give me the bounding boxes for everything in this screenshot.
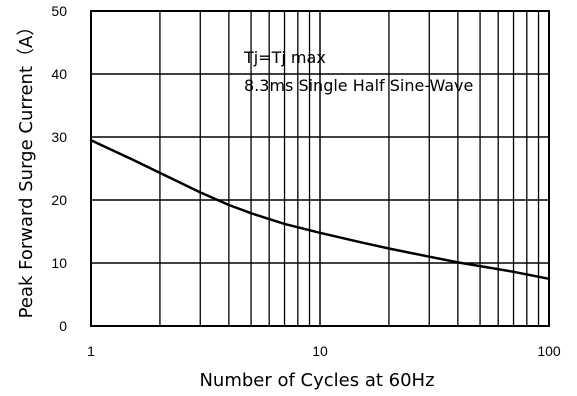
annotation-waveform: 8.3ms Single Half Sine-Wave [244, 76, 473, 95]
data-series [89, 138, 551, 281]
plot-area-frame [90, 10, 550, 327]
surge-current-curve [89, 138, 551, 281]
x-axis-label: Number of Cycles at 60Hz [199, 370, 434, 391]
x-tick-label: 100 [537, 343, 561, 359]
y-tick-label: 40 [51, 66, 67, 82]
x-tick-label: 10 [312, 343, 328, 359]
x-tick-label: 1 [87, 343, 95, 359]
annotation-condition: Tj=Tj max [243, 48, 326, 67]
y-tick-label: 20 [51, 192, 67, 208]
y-tick-label: 50 [51, 3, 67, 19]
tick-labels: 0 10 20 30 40 50 1 10 100 [51, 3, 560, 359]
grid-lines [91, 11, 549, 326]
y-tick-label: 10 [51, 255, 67, 271]
y-axis-label: Peak Forward Surge Current（A） [16, 18, 37, 319]
y-tick-label: 30 [51, 129, 67, 145]
y-tick-label: 0 [59, 318, 67, 334]
